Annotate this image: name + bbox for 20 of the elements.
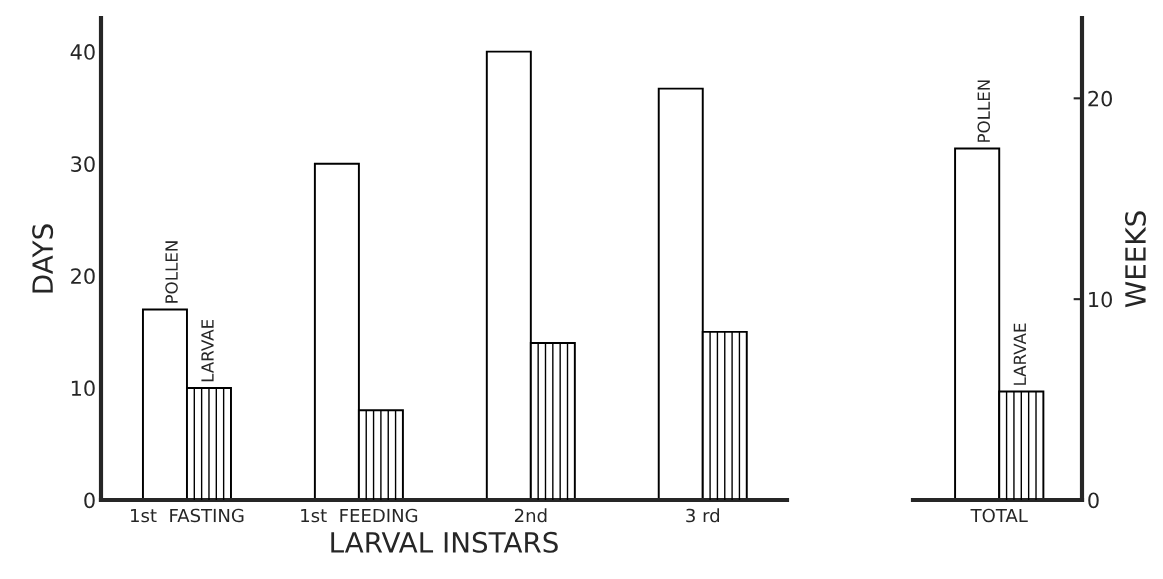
y-axis-title: WEEKS [1124, 211, 1146, 308]
x-tick-label: 1st FASTING [131, 508, 244, 523]
x-tick-label: 2nd [514, 508, 547, 523]
x-axis-title: LARVAL INSTARS [331, 531, 558, 553]
y-tick-label: 40 [70, 44, 95, 60]
y-tick-label: 0 [1088, 492, 1099, 509]
y-tick-label: 20 [71, 268, 95, 285]
text: LARVAE [1013, 323, 1026, 385]
y-tick-label: 0 [84, 492, 95, 509]
y-tick-label: 10 [1089, 291, 1112, 308]
x-tick-label: 3 rd [686, 508, 720, 523]
text: POLLEN [977, 80, 991, 142]
x-tick-label: 1st FEEDING [301, 508, 418, 523]
y-tick-label: 20 [1088, 90, 1112, 107]
y-tick-label: 10 [71, 380, 95, 397]
text: POLLEN [165, 241, 178, 303]
x-tick-label: TOTAL [970, 508, 1028, 523]
y-axis-title: DAYS [32, 224, 54, 293]
text: LARVAE [201, 319, 214, 382]
y-tick-label: 30 [71, 156, 95, 172]
